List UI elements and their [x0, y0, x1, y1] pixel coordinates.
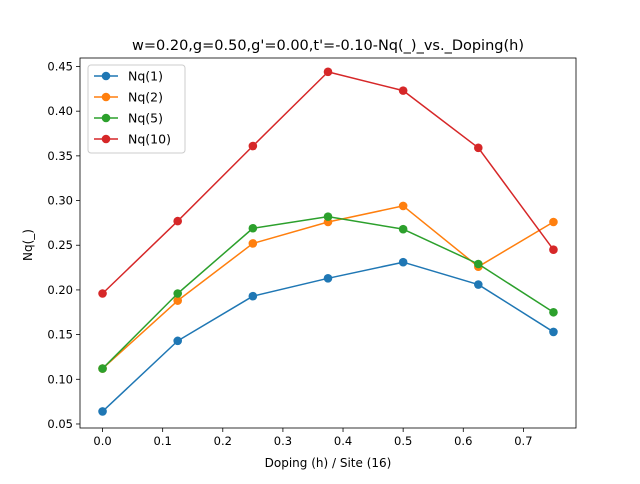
- x-tick-label: 0.3: [274, 434, 292, 448]
- data-point: [474, 259, 483, 269]
- data-point: [248, 141, 258, 151]
- data-point: [323, 67, 333, 77]
- x-tick-label: 0.4: [334, 434, 352, 448]
- y-tick-label: 0.20: [47, 283, 73, 297]
- y-tick-label: 0.40: [47, 104, 73, 118]
- legend-box: [87, 64, 186, 154]
- y-tick-label: 0.05: [47, 417, 73, 431]
- x-tick-label: 0.5: [394, 434, 412, 448]
- data-point: [549, 307, 558, 317]
- data-point: [398, 224, 408, 234]
- data-point: [248, 223, 258, 233]
- data-point: [474, 280, 483, 289]
- data-point: [173, 289, 182, 298]
- legend-marker: [101, 113, 111, 123]
- legend-marker: [101, 92, 111, 102]
- legend-marker: [101, 71, 111, 81]
- axes-frame: [79, 57, 577, 429]
- data-point: [173, 296, 182, 305]
- chart-title: w=0.20,g=0.50,g'=0.00,t'=-0.10-Nq(_)_vs.…: [132, 38, 524, 54]
- y-tick-label: 0.35: [47, 149, 73, 163]
- data-point: [248, 239, 258, 248]
- plot-area: 0.0 0.1 0.2 0.3 0.4 0.5 0.6 0.7 0.05 0.10 0.15 0.20…: [47, 57, 577, 448]
- legend-marker: [101, 134, 111, 144]
- x-tick-label: 0.0: [93, 434, 111, 448]
- data-point: [323, 212, 333, 221]
- x-tick-label: 0.6: [454, 434, 472, 448]
- data-point: [173, 216, 182, 226]
- y-tick-label: 0.25: [47, 238, 73, 252]
- data-point: [398, 201, 408, 211]
- legend-label: Nq(1): [128, 69, 163, 84]
- data-point: [248, 291, 258, 301]
- y-tick-label: 0.15: [47, 328, 73, 342]
- data-point: [549, 327, 558, 337]
- data-point: [398, 257, 408, 267]
- data-point: [98, 407, 107, 416]
- x-tick-label: 0.2: [214, 434, 232, 448]
- y-tick-label: 0.10: [47, 372, 73, 386]
- data-point: [173, 336, 182, 346]
- data-point: [98, 289, 107, 298]
- x-tick-label: 0.1: [154, 434, 172, 448]
- data-point: [474, 143, 483, 153]
- data-point: [398, 86, 408, 95]
- data-point: [323, 274, 333, 283]
- data-point: [98, 364, 107, 373]
- x-axis-label: Doping (h) / Site (16): [265, 456, 392, 470]
- y-axis-label: Nq(_): [21, 229, 35, 261]
- legend-label: Nq(2): [128, 90, 163, 105]
- legend-label: Nq(5): [128, 111, 163, 126]
- x-tick-label: 0.7: [514, 434, 532, 448]
- y-tick-label: 0.30: [47, 194, 73, 208]
- y-tick-label: 0.45: [47, 59, 73, 73]
- data-point: [549, 217, 558, 227]
- legend-label: Nq(10): [128, 132, 171, 147]
- data-point: [549, 245, 558, 255]
